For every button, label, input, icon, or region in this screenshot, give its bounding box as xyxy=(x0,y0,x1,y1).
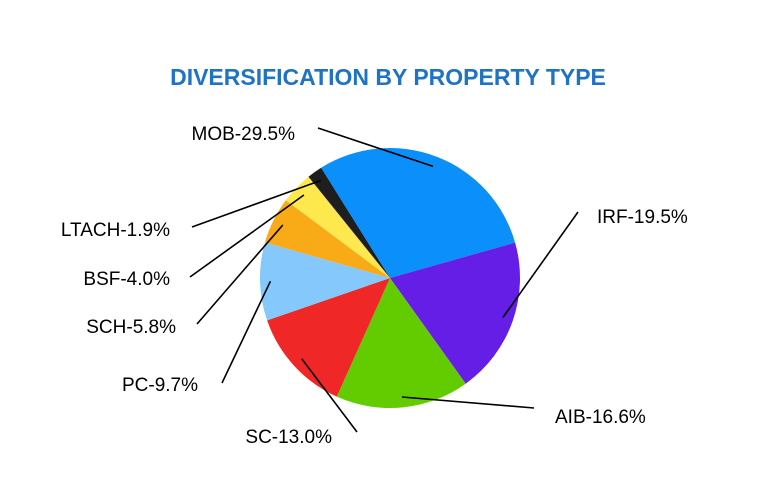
slice-label-aib: AIB-16.6% xyxy=(555,407,646,428)
leader-line-sch xyxy=(196,224,284,325)
leader-line-ltach xyxy=(191,179,321,228)
pie-slice-irf xyxy=(390,242,521,384)
slice-label-sc: SC-13.0% xyxy=(245,427,332,448)
chart-title: DIVERSIFICATION BY PROPERTY TYPE xyxy=(170,64,606,90)
leader-line-aib xyxy=(401,396,535,409)
leader-line-irf xyxy=(502,211,579,318)
slice-label-irf: IRF-19.5% xyxy=(597,207,688,228)
leader-lines xyxy=(189,127,579,433)
slice-labels: MOB-29.5% IRF-19.5% AIB-16.6% SC-13.0% PC-9.… xyxy=(61,124,688,448)
leader-line-pc xyxy=(221,280,272,384)
leader-line-sc xyxy=(301,358,358,433)
pie-slice-mob xyxy=(321,147,516,278)
pie-slice-aib xyxy=(336,278,466,408)
slice-label-bsf: BSF-4.0% xyxy=(83,269,170,290)
pie-slice-sch xyxy=(264,200,390,278)
pie-slice-sc xyxy=(267,278,390,397)
leader-line-mob xyxy=(317,127,434,168)
slice-label-mob: MOB-29.5% xyxy=(192,124,296,145)
slice-label-pc: PC-9.7% xyxy=(122,375,198,396)
pie-slice-pc xyxy=(259,242,390,321)
pie-slice-bsf xyxy=(285,176,390,278)
pie-slice-ltach xyxy=(308,167,390,278)
slice-label-ltach: LTACH-1.9% xyxy=(61,220,170,241)
leader-line-bsf xyxy=(189,194,305,278)
pie-slices xyxy=(259,147,521,408)
slice-label-sch: SCH-5.8% xyxy=(86,317,176,338)
